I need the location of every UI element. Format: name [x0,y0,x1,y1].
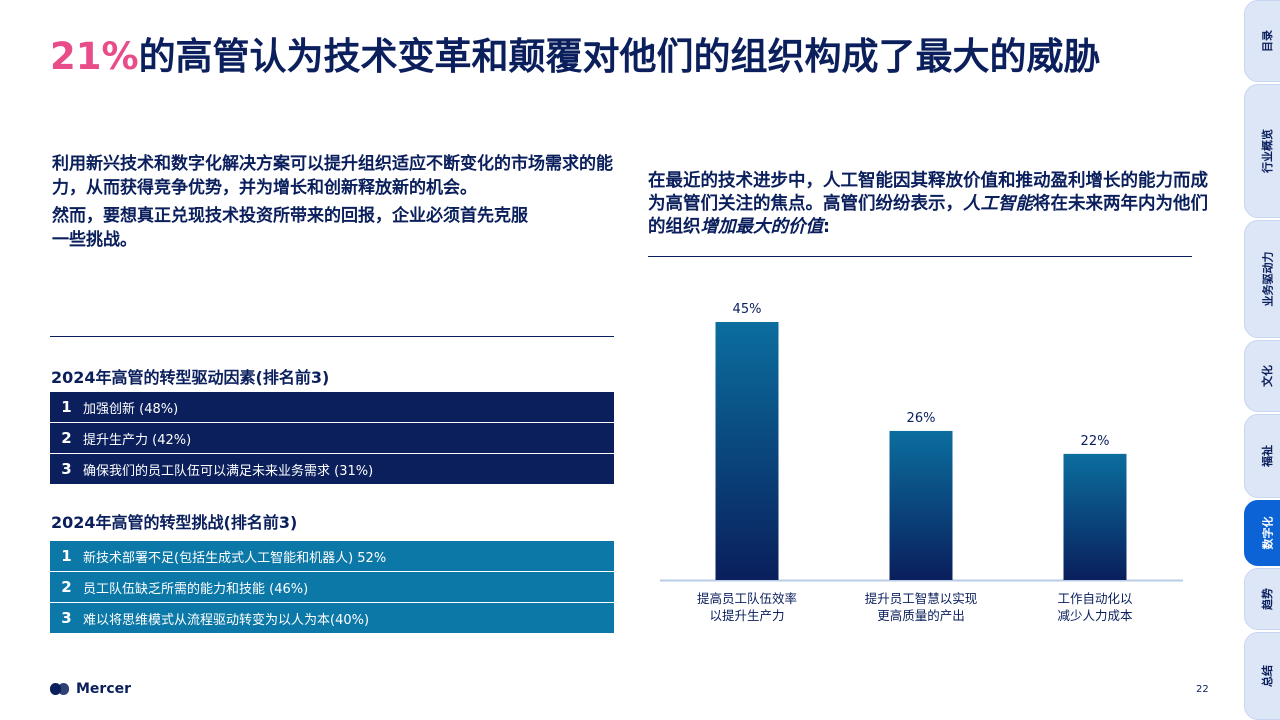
tab-wellbeing[interactable]: 福祉 [1244,414,1280,498]
drivers-list: 1 加强创新 (48%) 2 提升生产力 (42%) 3 确保我们的员工队伍可以满足未… [50,392,614,485]
tab-label: 业务驱动力 [1261,251,1274,307]
tab-label: 总结 [1261,665,1274,687]
ai-text-part-3: : [823,217,830,237]
list-item-text: 提升生产力 (42%) [83,432,192,448]
mercer-logo-icon [50,683,70,695]
drivers-title: 2024年高管的转型驱动因素(排名前3) [51,368,330,387]
list-item: 2 提升生产力 (42%) [50,423,614,453]
tab-business-drivers[interactable]: 业务驱动力 [1244,220,1280,338]
tab-label: 行业概览 [1261,129,1274,173]
tab-label: 趋势 [1261,588,1274,610]
tab-label: 目录 [1261,30,1274,52]
bar-value-label: 45% [733,302,762,317]
bar-value-label: 22% [1081,434,1110,449]
ai-text-part-2: 将在未来两年内为他们的组织 [648,194,1208,237]
list-item: 2 员工队伍缺乏所需的能力和技能 (46%) [50,572,614,602]
intro-paragraph-1: 利用新兴技术和数字化解决方案可以提升组织适应不断变化的市场需求的能力，从而获得竞… [52,154,613,198]
list-item-text: 难以将思维模式从流程驱动转变为以人为本(40%) [83,612,370,628]
list-item: 1 新技术部署不足(包括生成式人工智能和机器人) 52% [50,541,614,571]
rank-number: 3 [61,609,72,627]
category-label: 工作自动化以 [1057,591,1133,606]
tab-contents[interactable]: 目录 [1244,0,1280,82]
ai-text-emphasis-2: 增加最大的价值 [700,217,824,237]
rank-number: 2 [61,578,72,596]
tab-label: 文化 [1261,365,1274,387]
mercer-wordmark: Mercer [76,681,132,697]
rank-number: 2 [61,429,72,447]
ai-text-part-1: 在最近的技术进步中，人工智能因其释放价值和推动盈利增长的能力而成为高管们关注的焦… [648,171,1208,214]
bar-value-label: 26% [907,411,936,426]
mercer-logo: Mercer [50,681,131,697]
tab-label: 数字化 [1261,516,1274,550]
right-divider [648,256,1192,257]
title-text: 的高管认为技术变革和颠覆对他们的组织构成了最大的威胁 [138,35,1101,78]
intro-text: 利用新兴技术和数字化解决方案可以提升组织适应不断变化的市场需求的能力，从而获得竞… [52,152,617,256]
tab-trends[interactable]: 趋势 [1244,568,1280,630]
section-tabs: 目录 行业概览 业务驱动力 文化 福祉 数字化 趋势 总结 [1244,0,1280,720]
page-number: 22 [1196,684,1209,695]
page-title: 21%的高管认为技术变革和颠覆对他们的组织构成了最大的威胁 [50,26,1101,80]
list-item: 3 确保我们的员工队伍可以满足未来业务需求 (31%) [50,454,614,484]
rank-number: 1 [61,547,72,565]
left-divider [50,336,614,337]
list-item: 3 难以将思维模式从流程驱动转变为以人为本(40%) [50,603,614,633]
chart-bar [1063,453,1127,580]
category-label: 以提升生产力 [709,608,784,623]
title-accent: 21% [50,35,139,78]
ai-text-emphasis-1: 人工智能 [963,194,1033,214]
list-item-text: 员工队伍缺乏所需的能力和技能 (46%) [83,581,309,597]
tab-culture[interactable]: 文化 [1244,340,1280,412]
challenges-list: 1 新技术部署不足(包括生成式人工智能和机器人) 52% 2 员工队伍缺乏所需的能力… [50,541,614,634]
category-label: 更高质量的产出 [877,608,965,623]
chart-bar [889,430,953,580]
list-item-text: 确保我们的员工队伍可以满足未来业务需求 (31%) [83,463,374,479]
tab-label: 福祉 [1261,445,1274,467]
rank-number: 3 [61,460,72,478]
intro-paragraph-2: 然而，要想真正兑现技术投资所带来的回报，企业必须首先克服一些挑战。 [52,206,528,250]
tab-industry-overview[interactable]: 行业概览 [1244,84,1280,218]
challenges-title: 2024年高管的转型挑战(排名前3) [51,513,298,532]
category-label: 提升员工智慧以实现 [865,591,978,606]
tab-summary[interactable]: 总结 [1244,632,1280,720]
list-item-text: 加强创新 (48%) [83,401,179,417]
category-label: 减少人力成本 [1057,608,1133,623]
chart-bar [715,322,779,580]
list-item-text: 新技术部署不足(包括生成式人工智能和机器人) 52% [83,550,387,566]
ai-value-text: 在最近的技术进步中，人工智能因其释放价值和推动盈利增长的能力而成为高管们关注的焦… [648,170,1208,239]
category-label: 提高员工队伍效率 [697,591,797,606]
list-item: 1 加强创新 (48%) [50,392,614,422]
tab-digital[interactable]: 数字化 [1244,500,1280,566]
rank-number: 1 [61,398,72,416]
